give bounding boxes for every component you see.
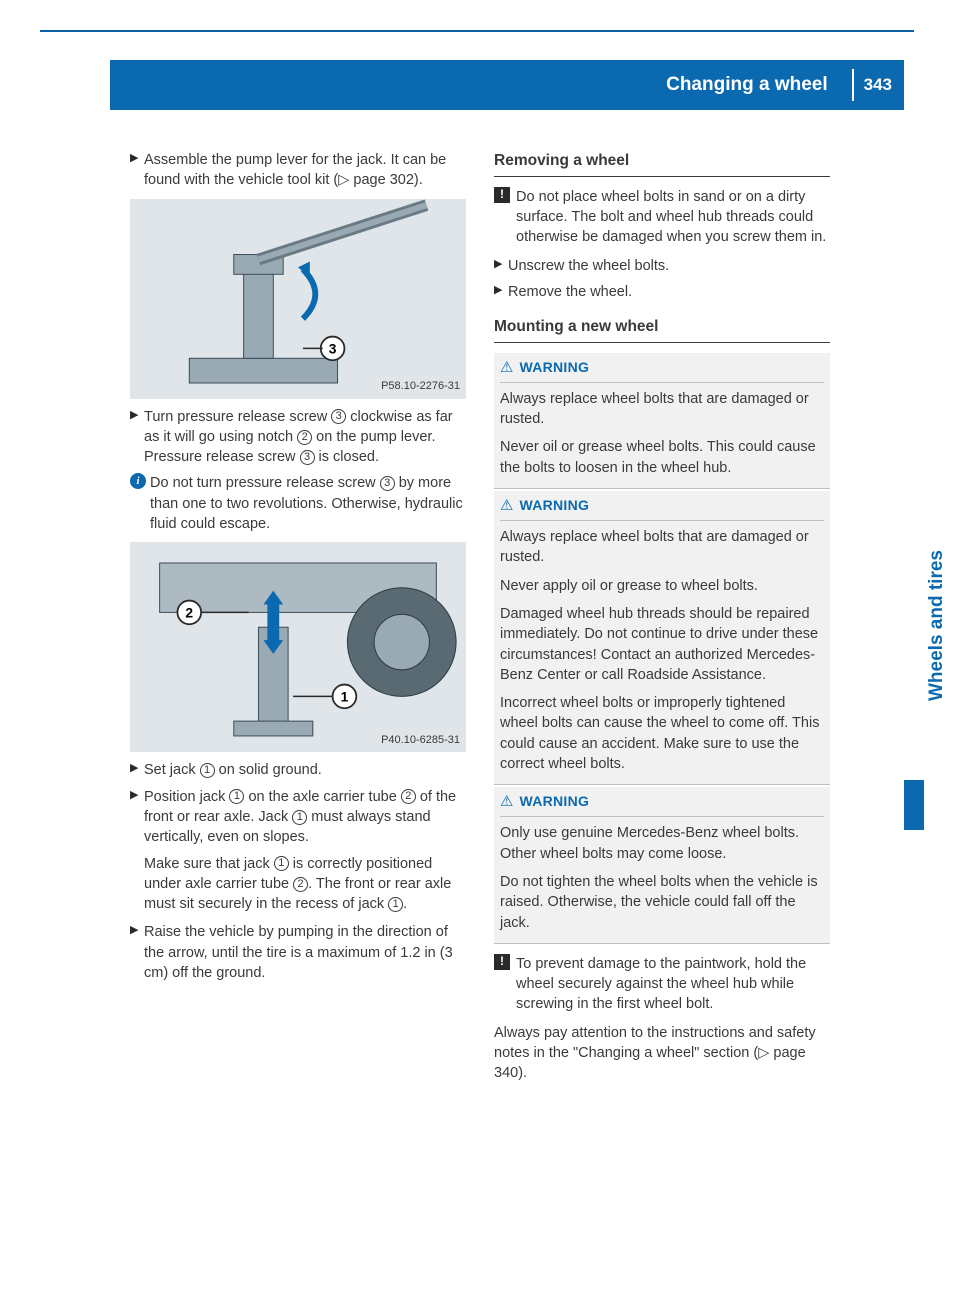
step-remove: ▶ Remove the wheel. [494,282,830,302]
step-raise: ▶ Raise the vehicle by pumping in the di… [130,922,466,983]
ref-1: 1 [274,856,289,871]
ref-1: 1 [292,810,307,825]
page-number: 343 [862,69,894,101]
warning-text: Always replace wheel bolts that are dama… [500,389,824,430]
ref-2: 2 [297,430,312,445]
step-position-cont: Make sure that jack 1 is correctly posit… [144,854,466,915]
warning-text: Incorrect wheel bolts or improperly tigh… [500,693,824,774]
axle-illustration: 2 1 [130,542,466,752]
ref-2: 2 [401,789,416,804]
figure-jack-pump: 3 P58.10-2276-31 [130,199,466,399]
content-area: ▶ Assemble the pump lever for the jack. … [130,150,830,1084]
warning-header: ⚠ WARNING [500,495,824,521]
t: Do not turn pressure release screw [150,475,380,491]
svg-text:3: 3 [329,340,337,356]
ref-3: 3 [380,476,395,491]
step-text: Assemble the pump lever for the jack. It… [144,150,466,191]
step-position-jack: ▶ Position jack 1 on the axle carrier tu… [130,787,466,848]
t: Set jack [144,762,200,778]
step-text: Position jack 1 on the axle carrier tube… [144,787,466,848]
warning-triangle-icon: ⚠ [500,495,513,516]
page-header: Changing a wheel 343 [110,60,904,110]
bullet-icon: ▶ [130,407,144,468]
warning-text: Never oil or grease wheel bolts. This co… [500,437,824,478]
side-tab: Wheels and tires [924,550,951,701]
t: on the pump lever. [312,429,435,445]
warning-label: WARNING [519,792,589,812]
caution-note: ! Do not place wheel bolts in sand or on… [494,187,830,248]
warning-text: Never apply oil or grease to wheel bolts… [500,576,824,596]
info-note: i Do not turn pressure release screw 3 b… [130,473,466,534]
exclamation-icon: ! [494,954,510,970]
svg-text:2: 2 [185,605,193,621]
t: . [403,896,407,912]
left-column: ▶ Assemble the pump lever for the jack. … [130,150,466,1084]
step-text: Raise the vehicle by pumping in the dire… [144,922,466,983]
warning-triangle-icon: ⚠ [500,357,513,378]
warning-text: Damaged wheel hub threads should be repa… [500,604,824,685]
figure-caption: P40.10-6285-31 [381,733,460,748]
step-text: Set jack 1 on solid ground. [144,760,466,780]
warning-box-2: ⚠ WARNING Always replace wheel bolts tha… [494,491,830,785]
warning-label: WARNING [519,496,589,516]
warning-triangle-icon: ⚠ [500,791,513,812]
note-text: To prevent damage to the paintwork, hold… [516,954,830,1015]
heading-removing: Removing a wheel [494,150,830,177]
step-turn-screw: ▶ Turn pressure release screw 3 clockwis… [130,407,466,468]
warning-text: Always replace wheel bolts that are dama… [500,527,824,568]
warning-label: WARNING [519,358,589,378]
ref-1: 1 [229,789,244,804]
page-title: Changing a wheel [666,72,828,99]
t: Turn pressure release screw [144,409,331,425]
ref-1: 1 [200,763,215,778]
top-border [40,30,914,32]
note-text: Do not turn pressure release screw 3 by … [150,473,466,534]
warning-text: Only use genuine Mercedes-Benz wheel bol… [500,823,824,864]
step-set-jack: ▶ Set jack 1 on solid ground. [130,760,466,780]
svg-text:1: 1 [341,689,349,705]
step-text: Turn pressure release screw 3 clockwise … [144,407,466,468]
ref-3: 3 [331,409,346,424]
t: Make sure that jack [144,856,274,872]
ref-2: 2 [293,877,308,892]
t: is closed. [315,449,379,465]
header-divider [852,69,854,101]
warning-text: Do not tighten the wheel bolts when the … [500,872,824,933]
heading-mounting: Mounting a new wheel [494,316,830,343]
jack-illustration: 3 [130,199,466,399]
caution-paintwork: ! To prevent damage to the paintwork, ho… [494,954,830,1015]
step-assemble: ▶ Assemble the pump lever for the jack. … [130,150,466,191]
t: on solid ground. [215,762,322,778]
bullet-icon: ▶ [494,282,508,302]
t: Pressure release screw [144,449,300,465]
figure-caption: P58.10-2276-31 [381,379,460,394]
warning-box-1: ⚠ WARNING Always replace wheel bolts tha… [494,353,830,489]
bullet-icon: ▶ [130,787,144,848]
note-text: Do not place wheel bolts in sand or on a… [516,187,830,248]
t: on the axle carrier tube [244,789,400,805]
bullet-icon: ▶ [130,150,144,191]
bullet-icon: ▶ [494,256,508,276]
warning-header: ⚠ WARNING [500,357,824,383]
side-tab-marker [904,780,924,830]
bullet-icon: ▶ [130,760,144,780]
right-column: Removing a wheel ! Do not place wheel bo… [494,150,830,1084]
step-text: Remove the wheel. [508,282,830,302]
warning-header: ⚠ WARNING [500,791,824,817]
figure-jack-axle: 2 1 P40.10-6285-31 [130,542,466,752]
step-unscrew: ▶ Unscrew the wheel bolts. [494,256,830,276]
warning-box-3: ⚠ WARNING Only use genuine Mercedes-Benz… [494,787,830,943]
closing-text: Always pay attention to the instructions… [494,1023,830,1084]
exclamation-icon: ! [494,187,510,203]
bullet-icon: ▶ [130,922,144,983]
info-icon: i [130,473,146,489]
step-text: Unscrew the wheel bolts. [508,256,830,276]
ref-3: 3 [300,450,315,465]
ref-1: 1 [388,897,403,912]
t: Position jack [144,789,229,805]
